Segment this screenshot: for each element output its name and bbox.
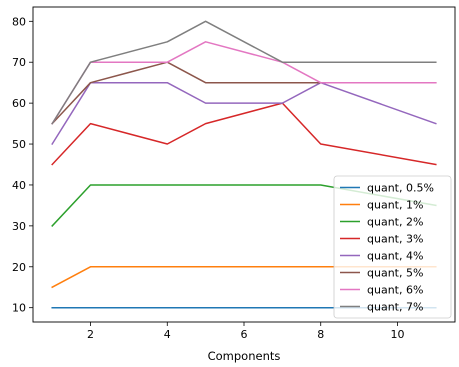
x-tick-label: 2 [87, 328, 94, 341]
y-tick-label: 60 [12, 97, 26, 110]
legend-label: quant, 5% [367, 267, 423, 280]
legend-label: quant, 1% [367, 199, 423, 212]
series-line [51, 20, 437, 125]
ticks-layer: 2 4 6 8 10 10 20 30 40 50 60 70 80 [12, 15, 404, 341]
legend: quant, 0.5% quant, 1% quant, 2% quant, 3% qu… [333, 175, 452, 319]
x-tick-label: 6 [241, 328, 248, 341]
x-tick-label: 8 [317, 328, 324, 341]
y-tick-label: 80 [12, 15, 26, 28]
legend-label: quant, 7% [367, 301, 423, 314]
legend-label: quant, 3% [367, 233, 423, 246]
legend-label: quant, 2% [367, 216, 423, 229]
legend-label: quant, 4% [367, 250, 423, 263]
legend-label: quant, 6% [367, 284, 423, 297]
series-line [51, 184, 437, 227]
y-tick-label: 20 [12, 261, 26, 274]
legend-label: quant, 0.5% [367, 182, 434, 195]
y-tick-label: 50 [12, 138, 26, 151]
series-line [51, 102, 437, 166]
legend-box [333, 175, 452, 319]
x-tick-label: 4 [164, 328, 171, 341]
y-tick-label: 70 [12, 56, 26, 69]
x-tick-label: 10 [390, 328, 404, 341]
y-tick-label: 10 [12, 302, 26, 315]
series-layer [51, 20, 437, 309]
x-axis-label: Components [208, 349, 281, 363]
y-tick-label: 30 [12, 220, 26, 233]
series-line [51, 266, 437, 289]
y-tick-label: 40 [12, 179, 26, 192]
